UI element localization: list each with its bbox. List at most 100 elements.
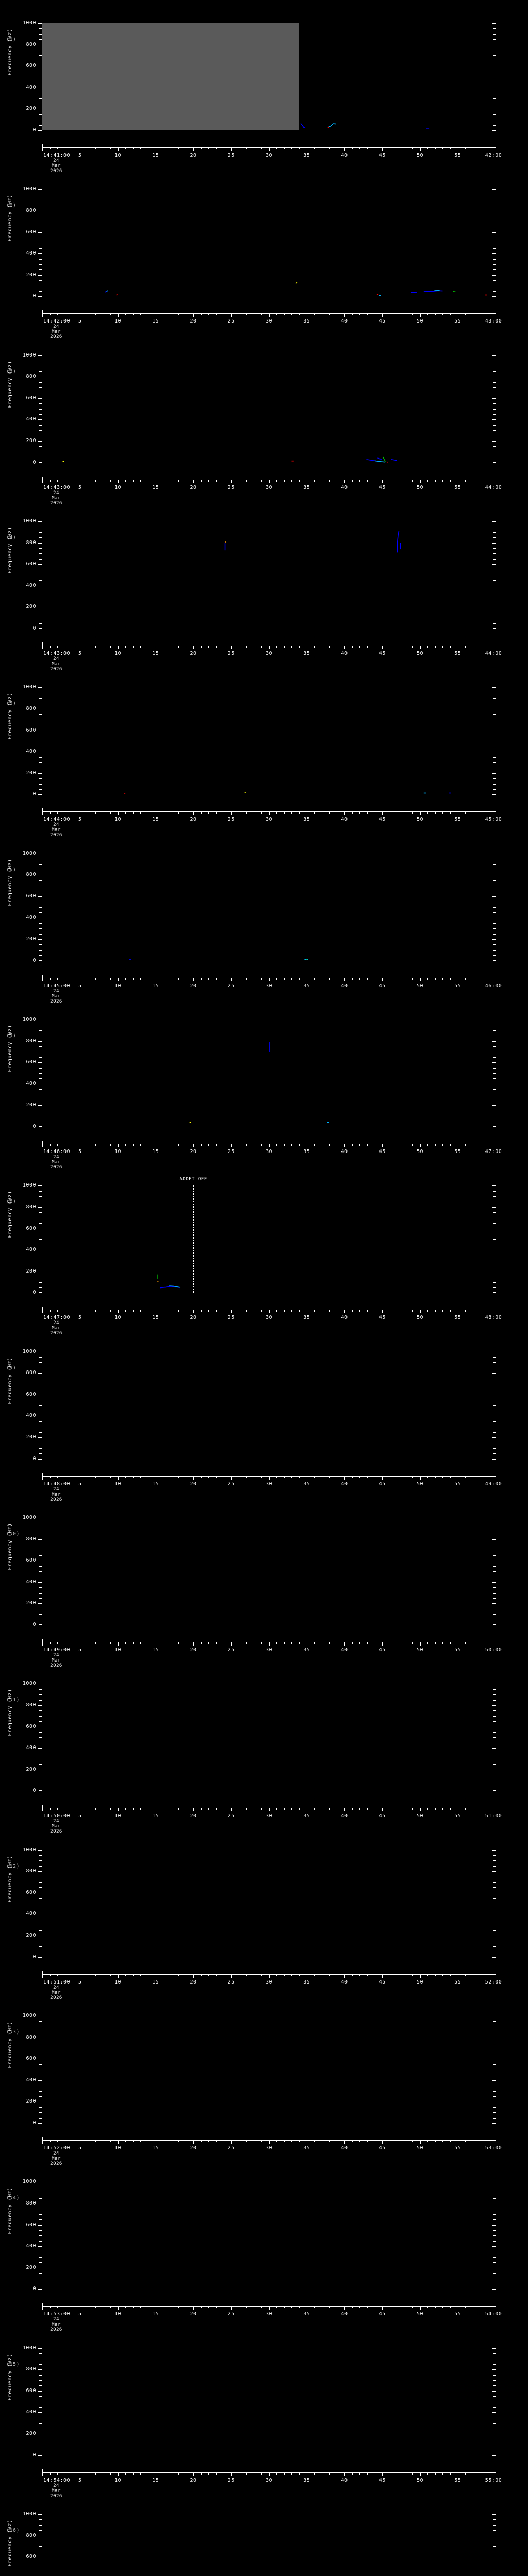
x-tick-minor [133,2140,134,2142]
x-tick-minor [276,2306,277,2309]
y-tick-minor-right [493,2096,496,2097]
x-tick-minor [50,1310,51,1312]
x-tick-minor [178,1476,179,1478]
x-tick-major [231,1144,232,1147]
x-tick-minor [178,1808,179,1810]
plot-area[interactable] [42,355,496,463]
x-tick-label: 45 [378,982,386,989]
x-tick-major [269,2140,270,2144]
date-line: 24 [53,490,59,496]
x-axis-end-cap [42,310,43,314]
x-tick-minor [201,2306,202,2309]
x-tick-minor [367,2306,368,2309]
x-tick-minor [261,977,262,980]
y-tick-minor [39,757,42,758]
x-tick-minor [95,1642,96,1644]
x-tick-major [231,811,232,816]
x-tick-label: 40 [341,982,348,989]
plot-area[interactable] [42,687,496,795]
x-tick-minor [291,479,292,482]
x-tick-major [382,1476,383,1480]
x-tick-minor [140,147,141,149]
x-tick-minor [57,1476,58,1478]
x-tick-major [118,2306,119,2310]
x-tick-minor [208,1808,209,1810]
panel-number-label: (9) [6,1365,16,1371]
event-marker-line[interactable] [193,1185,194,1293]
plot-area[interactable] [42,853,496,961]
x-tick-label: 5 [78,2145,82,2151]
plot-area[interactable] [42,1518,496,1625]
plot-area[interactable] [42,2016,496,2123]
y-tick-minor [39,382,42,383]
x-tick-minor [57,1974,58,1976]
x-tick-minor [140,1310,141,1312]
spectrogram-panel: 0 200 400 600 800 1000 Frequency (Hz) (13) 14:52… [0,1993,528,2168]
date-line: 2026 [50,1663,62,1668]
plot-area[interactable] [42,189,496,297]
x-tick-minor [435,1642,436,1644]
x-tick-minor [412,646,413,648]
x-tick-minor [125,147,126,149]
y-tick-minor-right [493,1732,496,1733]
x-tick-label: 30 [265,1315,273,1321]
x-tick-minor [201,1476,202,1478]
x-tick-minor [465,2140,466,2142]
plot-area[interactable] [42,2182,496,2290]
x-tick-label: 55 [454,484,461,490]
plot-area[interactable] [42,521,496,629]
date-line: 2026 [50,833,62,838]
x-tick-minor [412,977,413,980]
y-tick-minor-right [493,537,496,538]
plot-area[interactable] [42,1684,496,1791]
x-tick-minor [140,479,141,482]
x-tick-minor [352,977,353,980]
spectrogram-panel: 0 200 400 600 800 1000 Frequency (Hz) (4) 14:43:… [0,498,528,674]
plot-area[interactable] [42,2514,496,2576]
x-tick-major [344,1974,345,1978]
x-tick-minor [352,479,353,482]
y-tick-minor [39,1710,42,1711]
date-line: 2026 [50,1995,62,2001]
x-tick-minor [352,2306,353,2309]
x-tick-minor [314,147,315,149]
y-tick-major [38,189,42,190]
plot-area[interactable] [42,1850,496,1957]
x-tick-minor [284,2140,285,2142]
x-tick-label: 30 [265,1979,273,1985]
y-tick-minor [39,1287,42,1288]
x-tick-major [193,479,194,483]
x-tick-label: 40 [341,817,348,823]
y-tick-minor [39,1694,42,1696]
date-line: Mar [52,1824,61,1829]
y-tick-minor-right [493,280,496,281]
y-tick-label: 600 [26,893,36,899]
x-tick-minor [140,646,141,648]
x-tick-minor [110,313,111,316]
x-tick-minor [246,1476,247,1478]
x-axis-end-cap [42,1141,43,1144]
x-tick-major [193,1808,194,1812]
x-tick-minor [208,1144,209,1146]
x-tick-minor [95,2472,96,2475]
x-tick-label: 40 [341,2477,348,2483]
y-tick-label: 400 [26,1413,36,1419]
x-tick-label: 15 [152,484,159,490]
y-tick-minor-right [493,1694,496,1696]
x-axis-end-time-label: 49:00 [485,1481,502,1487]
plot-area[interactable] [42,23,496,130]
y-tick-minor [39,923,42,924]
plot-area[interactable] [42,1351,496,1459]
date-line: Mar [52,495,61,501]
y-tick-label: 800 [26,2366,36,2372]
x-tick-label: 10 [114,651,122,656]
plot-area[interactable] [42,1185,496,1293]
plot-area[interactable] [42,2348,496,2455]
x-tick-label: 50 [416,982,424,989]
x-tick-label: 25 [227,1149,235,1155]
x-tick-minor [57,479,58,482]
y-tick-major [38,794,42,795]
plot-area[interactable] [42,1020,496,1127]
y-tick-minor-right [493,1223,496,1224]
y-tick-major-right [492,1459,496,1460]
